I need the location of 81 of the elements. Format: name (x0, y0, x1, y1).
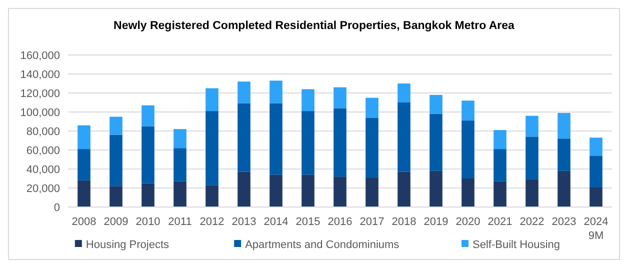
bar (494, 181, 506, 207)
bar (558, 112, 570, 139)
bar (238, 82, 250, 104)
bar (398, 172, 410, 207)
x-tick-label: 2009 (104, 216, 128, 228)
bar (206, 88, 218, 112)
bar (398, 84, 410, 102)
x-tick-label: 2024 9M (584, 216, 608, 242)
x-tick-label: 2010 (136, 216, 160, 228)
bar (526, 179, 538, 207)
bar (174, 129, 186, 148)
x-tick-label: 2023 (552, 216, 576, 228)
bar (462, 100, 474, 121)
bar (430, 170, 442, 207)
x-tick-label: 2020 (456, 216, 480, 228)
y-tick-label: 0 (54, 202, 60, 214)
bar (590, 187, 602, 207)
bar (174, 148, 186, 182)
bar (174, 181, 186, 207)
bar (430, 94, 442, 114)
bar (142, 183, 154, 207)
bar (366, 178, 378, 207)
bar (590, 156, 602, 188)
bar (206, 185, 218, 207)
bar (142, 126, 154, 184)
chart-title: Newly Registered Completed Residential Properties, Bangkok Metro Area (114, 20, 516, 32)
x-tick-label: 2011 (168, 216, 192, 228)
x-tick-label: 2012 (200, 216, 224, 228)
x-tick-label: 2018 (392, 216, 416, 228)
y-tick-label: 80,000 (26, 126, 60, 138)
bar (238, 172, 250, 207)
x-tick-label: 2013 (232, 216, 256, 228)
y-tick-label: 20,000 (26, 183, 60, 195)
bar (302, 89, 314, 112)
bar (270, 174, 282, 207)
y-tick-label: 100,000 (20, 107, 60, 119)
x-tick-label: 2014 (264, 216, 288, 228)
bar (334, 87, 346, 108)
x-tick-label: 2008 (72, 216, 96, 228)
bar (206, 111, 218, 186)
legend-label: Apartments and Condominiums (245, 239, 400, 251)
bar (462, 120, 474, 178)
y-tick-label: 140,000 (20, 69, 60, 81)
bar (526, 136, 538, 180)
bar (270, 103, 282, 175)
bar (590, 138, 602, 156)
bar (494, 130, 506, 150)
bar (334, 108, 346, 177)
x-tick-label: 2017 (360, 216, 384, 228)
y-tick-label: 60,000 (26, 145, 60, 157)
x-tick-label: 2019 (424, 216, 448, 228)
bar (334, 176, 346, 207)
bar (78, 125, 90, 150)
bar (494, 149, 506, 182)
bar (142, 105, 154, 126)
bar (366, 98, 378, 118)
x-tick-label: 2021 (488, 216, 512, 228)
bar (526, 116, 538, 137)
bar (366, 118, 378, 178)
bar (110, 186, 122, 207)
bar (270, 80, 282, 104)
y-tick-label: 120,000 (20, 88, 60, 100)
legend-label: Housing Projects (86, 239, 170, 251)
bar (110, 116, 122, 135)
bar (398, 102, 410, 172)
bar (302, 174, 314, 207)
x-tick-label: 2016 (328, 216, 352, 228)
bar (110, 134, 122, 186)
bar (558, 170, 570, 207)
bar (430, 114, 442, 171)
bar (238, 103, 250, 172)
bar (302, 111, 314, 175)
bar (558, 138, 570, 171)
x-tick-label: 2015 (296, 216, 320, 228)
y-tick-label: 40,000 (26, 164, 60, 176)
x-tick-label: 2022 (520, 216, 544, 228)
legend-label: Self-Built Housing (472, 239, 560, 251)
bar (78, 149, 90, 180)
bar (78, 180, 90, 207)
y-tick-label: 160,000 (20, 50, 60, 62)
bar (462, 178, 474, 207)
